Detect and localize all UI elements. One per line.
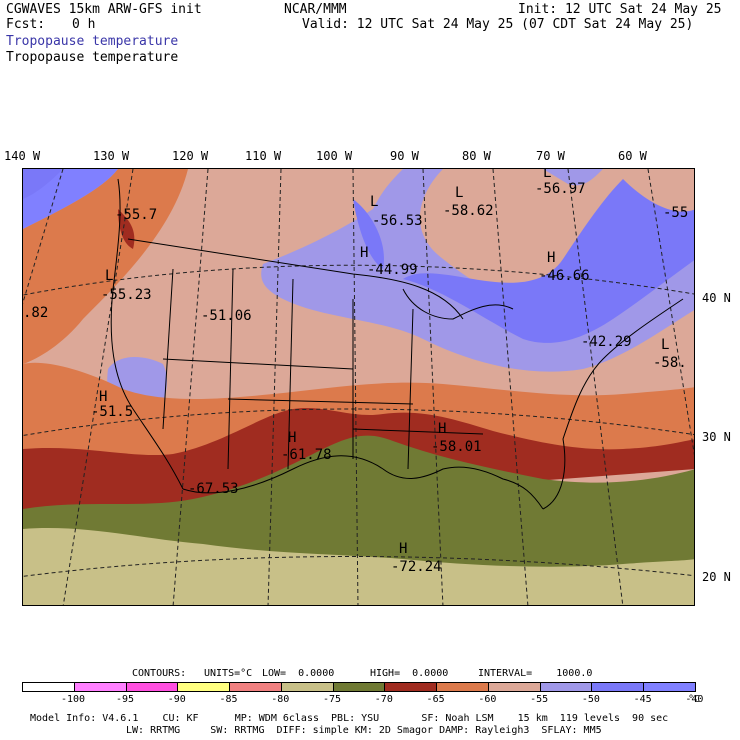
colorbar-swatch (539, 682, 593, 692)
model-info-line1: Model Info: V4.6.1 CU: KF MP: WDM 6class… (30, 713, 669, 724)
colorbar-label: -75 (323, 694, 342, 705)
field-title-colored: Tropopause temperature (6, 34, 179, 49)
low-center-label: L (455, 185, 464, 201)
center-value: -72.24 (391, 559, 442, 575)
center-value: .82 (23, 305, 49, 321)
colorbar-label: -80 (271, 694, 290, 705)
lon-tick: 90 W (390, 149, 419, 163)
colorbar-swatch (280, 682, 334, 692)
colorbar-label: -100 (60, 694, 86, 705)
center-value: -58. (653, 355, 687, 371)
high-center-label: H (288, 430, 297, 446)
lon-tick: 70 W (536, 149, 565, 163)
forecast-value: 0 h (72, 17, 96, 32)
lon-tick: 140 W (4, 149, 41, 163)
colorbar-label: -65 (426, 694, 445, 705)
colorbar-swatch (332, 682, 386, 692)
field-title: Tropopause temperature (6, 50, 179, 65)
low-value: LOW= 0.0000 (262, 668, 335, 679)
high-value: HIGH= 0.0000 (370, 668, 449, 679)
lon-tick: 110 W (245, 149, 282, 163)
high-center-label: H (99, 389, 108, 405)
lon-tick: 60 W (618, 149, 647, 163)
center-value: -44.99 (367, 262, 418, 278)
center-value: -55.23 (101, 287, 152, 303)
colorbar-swatch (73, 682, 127, 692)
map-panel: L -56.53 L -58.62 L -56.97 -55 -55.7 L -… (22, 168, 695, 606)
center-value: -58.62 (443, 203, 494, 219)
lat-tick: 20 N (702, 570, 731, 584)
center-value: -56.97 (535, 181, 586, 197)
high-center-label: H (438, 421, 447, 437)
colorbar-swatch (487, 682, 541, 692)
high-center-label: H (399, 541, 408, 557)
lat-tick: 40 N (702, 291, 731, 305)
lon-tick: 120 W (172, 149, 209, 163)
lon-tick: 130 W (93, 149, 130, 163)
model-info-line2: LW: RRTMG SW: RRTMG DIFF: simple KM: 2D … (126, 725, 602, 736)
lon-tick: 80 W (462, 149, 491, 163)
center-value: -56.53 (372, 213, 423, 229)
colorbar-swatch (177, 682, 231, 692)
center-value: -51.06 (201, 308, 252, 324)
contours-label: CONTOURS: (132, 668, 187, 679)
colorbar-swatch (591, 682, 645, 692)
units-label: UNITS=°C (204, 668, 253, 679)
temperature-field (23, 169, 694, 605)
colorbar-label: -85 (219, 694, 238, 705)
init-time: Init: 12 UTC Sat 24 May 25 (518, 2, 722, 17)
center-value: -67.53 (188, 481, 239, 497)
center-value: -51.5 (91, 404, 134, 420)
high-center-label: H (547, 250, 556, 266)
colorbar-label: -95 (115, 694, 134, 705)
colorbar-label: -55 (530, 694, 549, 705)
center-value: -46.66 (539, 268, 590, 284)
colorbar-unit: °C (688, 694, 701, 705)
lon-tick: 100 W (316, 149, 353, 163)
high-center-label: H (360, 245, 369, 261)
lat-tick: 30 N (702, 430, 731, 444)
low-center-label: L (661, 337, 670, 353)
center-value: -55.7 (115, 207, 158, 223)
forecast-label: Fcst: (6, 17, 46, 32)
center-value: -55 (663, 205, 689, 221)
low-center-label: L (370, 194, 379, 210)
colorbar-swatch (436, 682, 489, 692)
low-center-label: L (105, 268, 114, 284)
colorbar-label: -60 (478, 694, 497, 705)
low-center-label: L (543, 168, 552, 181)
colorbar-swatch (22, 682, 75, 692)
interval-value: INTERVAL= 1000.0 (478, 668, 593, 679)
model-title: CGWAVES 15km ARW-GFS init (6, 2, 202, 17)
valid-time: Valid: 12 UTC Sat 24 May 25 (07 CDT Sat … (302, 17, 694, 32)
colorbar-swatch (384, 682, 438, 692)
colorbar-swatch (125, 682, 179, 692)
colorbar-label: -90 (167, 694, 186, 705)
colorbar-label: -40 (685, 694, 704, 705)
source-label: NCAR/MMM (284, 2, 347, 17)
colorbar-label: -45 (633, 694, 652, 705)
center-value: -61.78 (281, 447, 332, 463)
center-value: -58.01 (431, 439, 482, 455)
colorbar-label: -50 (581, 694, 600, 705)
colorbar-label: -70 (374, 694, 393, 705)
colorbar-swatch (643, 682, 696, 692)
center-value: -42.29 (581, 334, 632, 350)
colorbar-swatch (229, 682, 282, 692)
